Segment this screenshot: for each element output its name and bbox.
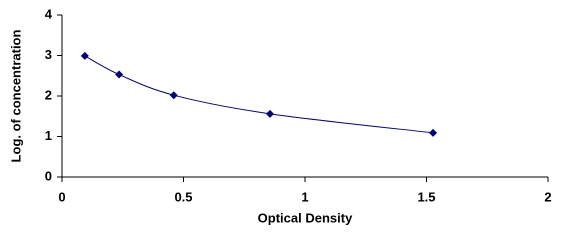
x-tick-label: 0.5	[174, 189, 192, 204]
curve	[84, 55, 434, 134]
data-point	[115, 70, 124, 79]
data-point	[80, 51, 89, 60]
data-point	[429, 128, 438, 137]
x-tick-label: 1	[301, 189, 308, 204]
y-tick-label: 3	[45, 47, 52, 62]
y-tick-label: 0	[45, 168, 52, 183]
y-tick-label: 2	[45, 87, 52, 102]
y-tick-label: 1	[45, 128, 52, 143]
chart: Optical Density Log. of concentration 0 1…	[8, 6, 551, 225]
page: {"chart_data": {"type": "line", "x_label…	[8, 6, 552, 226]
y-tick-label: 4	[45, 6, 53, 21]
data-point	[169, 91, 178, 100]
x-tick-label: 0	[58, 189, 65, 204]
x-tick-label: 2	[544, 189, 551, 204]
y-axis-label: Log. of concentration	[8, 30, 23, 163]
data-point	[266, 109, 275, 118]
x-tick-label: 1.5	[417, 189, 435, 204]
x-axis-label: Optical Density	[258, 210, 353, 225]
